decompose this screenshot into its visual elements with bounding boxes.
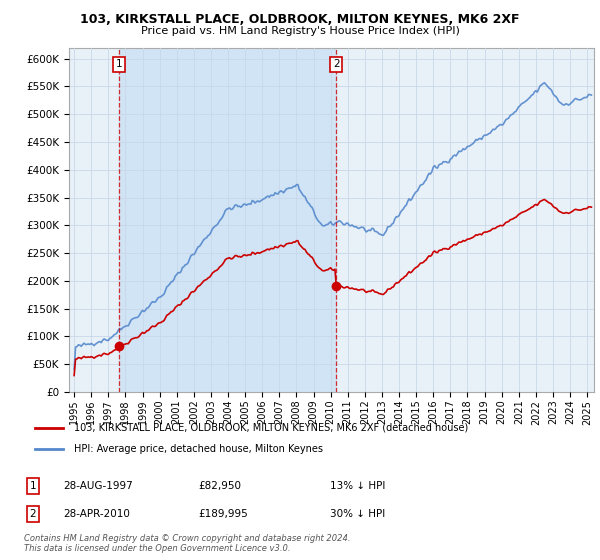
Text: Price paid vs. HM Land Registry's House Price Index (HPI): Price paid vs. HM Land Registry's House … bbox=[140, 26, 460, 36]
Text: 1: 1 bbox=[29, 481, 37, 491]
Text: £82,950: £82,950 bbox=[198, 481, 241, 491]
Text: 1: 1 bbox=[116, 59, 123, 69]
Text: 2: 2 bbox=[333, 59, 340, 69]
Text: 13% ↓ HPI: 13% ↓ HPI bbox=[330, 481, 385, 491]
Text: 103, KIRKSTALL PLACE, OLDBROOK, MILTON KEYNES, MK6 2XF: 103, KIRKSTALL PLACE, OLDBROOK, MILTON K… bbox=[80, 13, 520, 26]
Text: 28-AUG-1997: 28-AUG-1997 bbox=[63, 481, 133, 491]
Text: 103, KIRKSTALL PLACE, OLDBROOK, MILTON KEYNES, MK6 2XF (detached house): 103, KIRKSTALL PLACE, OLDBROOK, MILTON K… bbox=[74, 423, 469, 433]
Text: 28-APR-2010: 28-APR-2010 bbox=[63, 509, 130, 519]
Bar bbox=[119, 48, 336, 392]
Text: £189,995: £189,995 bbox=[198, 509, 248, 519]
Text: Contains HM Land Registry data © Crown copyright and database right 2024.
This d: Contains HM Land Registry data © Crown c… bbox=[24, 534, 350, 553]
Text: HPI: Average price, detached house, Milton Keynes: HPI: Average price, detached house, Milt… bbox=[74, 444, 323, 454]
Text: 30% ↓ HPI: 30% ↓ HPI bbox=[330, 509, 385, 519]
Text: 2: 2 bbox=[29, 509, 37, 519]
